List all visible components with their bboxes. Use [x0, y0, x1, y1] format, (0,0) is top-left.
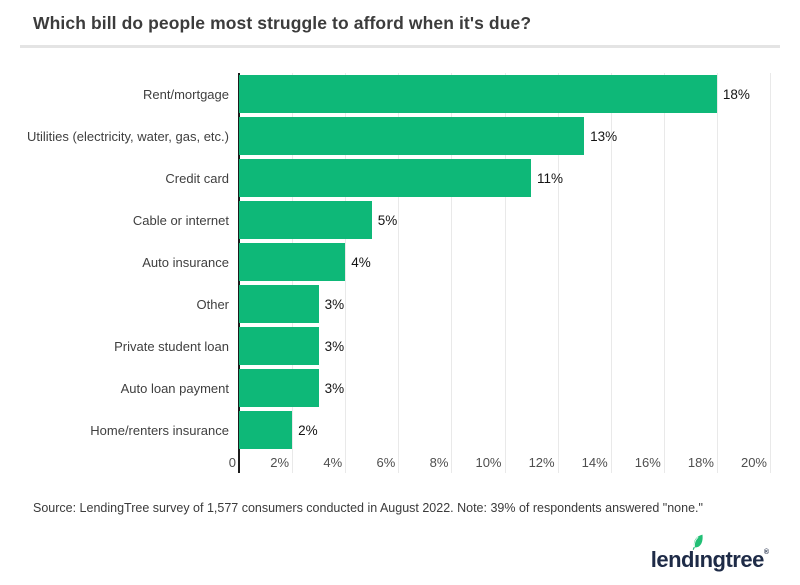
logo-text-prefix: lend: [650, 547, 695, 572]
bar-zone: 3%: [239, 369, 800, 407]
bar: [239, 201, 372, 239]
bar-row: Private student loan 3%: [0, 325, 800, 367]
bar-value-label: 18%: [722, 86, 750, 102]
bar-row: Credit card 11%: [0, 157, 800, 199]
x-tick-label: 20%: [740, 455, 767, 470]
gridline: [716, 73, 718, 473]
bar-rows: Rent/mortgage 18% Utilities (electricity, …: [0, 73, 800, 451]
category-label: Auto insurance: [142, 254, 229, 270]
gridline: [610, 73, 612, 473]
bar-value-label: 2%: [298, 422, 318, 438]
bar-value-label: 11%: [537, 170, 564, 186]
gridline: [557, 73, 559, 473]
title-divider: [20, 45, 780, 48]
gridline: [451, 73, 453, 473]
category-label: Rent/mortgage: [143, 86, 229, 102]
bar-zone: 11%: [239, 159, 800, 197]
bar: [239, 327, 319, 365]
x-tick-label: 12%: [528, 455, 555, 470]
bar: [239, 243, 346, 281]
bar-row: Auto loan payment 3%: [0, 367, 800, 409]
x-tick-label: 10%: [475, 455, 502, 470]
bar: [239, 285, 319, 323]
bar-value-label: 4%: [351, 254, 371, 270]
bar-value-label: 13%: [590, 128, 618, 144]
bar-value-label: 3%: [324, 296, 345, 312]
category-label: Credit card: [165, 170, 229, 186]
x-tick-label: 8%: [429, 455, 449, 470]
bar-zone: 5%: [239, 201, 800, 239]
bar-zone: 3%: [239, 327, 800, 365]
category-label: Home/renters insurance: [90, 422, 229, 438]
bar: [239, 411, 293, 449]
x-tick-label: 0: [228, 455, 236, 470]
category-label: Other: [196, 296, 229, 312]
logo-text-i: ı: [693, 547, 700, 572]
leaf-icon: [692, 534, 703, 550]
x-tick-label: 2%: [270, 455, 290, 470]
gridline: [504, 73, 506, 473]
bar-row: Utilities (electricity, water, gas, etc.…: [0, 115, 800, 157]
bar: [239, 117, 585, 155]
gridline: [398, 73, 400, 473]
logo-text-suffix: ngtree: [699, 547, 765, 572]
bar-row: Rent/mortgage 18%: [0, 73, 800, 115]
bar-value-label: 3%: [324, 380, 345, 396]
lendingtree-logo: lend ıngtree®: [650, 534, 769, 573]
chart-title: Which bill do people most struggle to af…: [33, 13, 532, 33]
bar-zone: 3%: [239, 285, 800, 323]
bar-value-label: 5%: [377, 212, 398, 228]
gridline: [663, 73, 665, 473]
x-tick-label: 4%: [323, 455, 343, 470]
bar-chart: Rent/mortgage 18% Utilities (electricity, …: [0, 73, 800, 473]
bar-zone: 2%: [239, 411, 800, 449]
category-label: Utilities (electricity, water, gas, etc.…: [26, 128, 229, 144]
x-tick-label: 6%: [376, 455, 396, 470]
bar: [239, 159, 532, 197]
x-tick-label: 18%: [687, 455, 714, 470]
bar-row: Other 3%: [0, 283, 800, 325]
source-note: Source: LendingTree survey of 1,577 cons…: [33, 501, 703, 515]
bar-zone: 13%: [239, 117, 800, 155]
x-tick-label: 16%: [634, 455, 661, 470]
bar: [239, 75, 717, 113]
bar-row: Home/renters insurance 2%: [0, 409, 800, 451]
x-tick-label: 14%: [581, 455, 608, 470]
bar: [239, 369, 319, 407]
gridline: [770, 73, 771, 473]
gridline: [345, 73, 347, 473]
registered-mark: ®: [763, 549, 769, 556]
bar-row: Auto insurance 4%: [0, 241, 800, 283]
bar-zone: 4%: [239, 243, 800, 281]
category-label: Cable or internet: [132, 212, 229, 228]
category-label: Auto loan payment: [120, 380, 229, 396]
bar-row: Cable or internet 5%: [0, 199, 800, 241]
bar-value-label: 3%: [324, 338, 345, 354]
x-axis-ticks: 0 2% 4% 6% 8% 10% 12% 14% 16% 18% 20%: [0, 451, 800, 473]
logo-letter-i: ı: [692, 534, 703, 573]
bar-zone: 18%: [239, 75, 800, 113]
category-label: Private student loan: [114, 338, 229, 354]
